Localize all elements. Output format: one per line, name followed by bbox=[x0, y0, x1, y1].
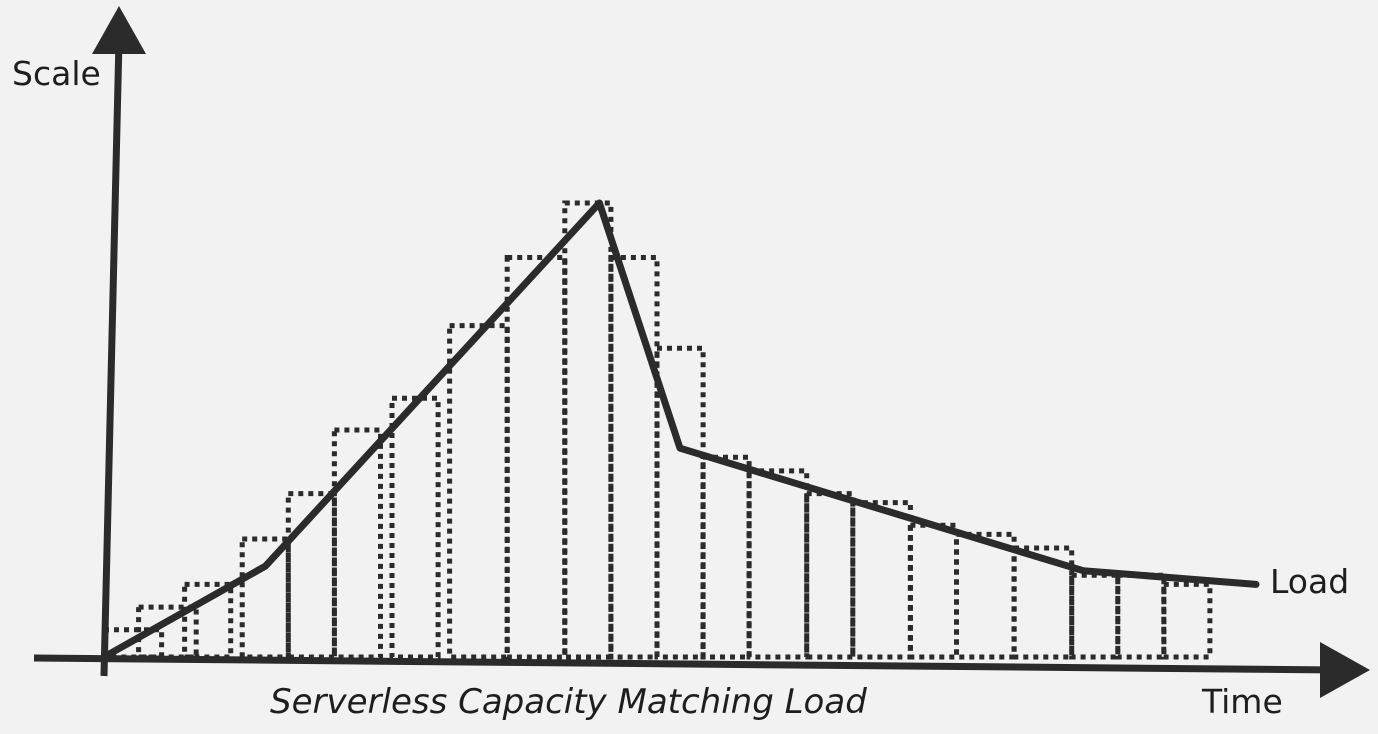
capacity-step-2 bbox=[136, 604, 199, 660]
capacity-step-5 bbox=[285, 491, 337, 660]
y-axis bbox=[100, 39, 123, 677]
x-axis-arrowhead bbox=[1320, 642, 1370, 698]
capacity-step-19 bbox=[1011, 545, 1075, 660]
capacity-step-17 bbox=[907, 522, 960, 660]
capacity-step-22 bbox=[1161, 581, 1213, 660]
capacity-step-10 bbox=[562, 200, 614, 660]
capacity-step-13 bbox=[700, 454, 752, 660]
y-axis-arrowhead bbox=[92, 6, 146, 54]
capacity-step-9 bbox=[504, 255, 568, 660]
capacity-step-8 bbox=[447, 323, 510, 660]
capacity-step-20 bbox=[1069, 572, 1121, 660]
load-series-label: Load bbox=[1270, 562, 1350, 601]
capacity-step-18 bbox=[954, 531, 1017, 660]
capacity-step-14 bbox=[746, 468, 810, 660]
diagram-caption: Serverless Capacity Matching Load bbox=[270, 682, 867, 722]
capacity-step-6 bbox=[331, 427, 383, 660]
capacity-step-7 bbox=[389, 395, 441, 660]
y-axis-label: Scale bbox=[12, 54, 101, 93]
capacity-step-11 bbox=[608, 255, 660, 660]
capacity-step-15 bbox=[804, 491, 856, 660]
load-line bbox=[100, 199, 1260, 661]
capacity-step-4 bbox=[239, 536, 291, 660]
capacity-step-21 bbox=[1115, 572, 1167, 660]
capacity-step-12 bbox=[654, 345, 706, 660]
x-axis bbox=[33, 654, 1341, 674]
capacity-steps bbox=[101, 200, 1213, 660]
x-axis-label: Time bbox=[1202, 682, 1283, 721]
capacity-step-16 bbox=[850, 500, 913, 660]
